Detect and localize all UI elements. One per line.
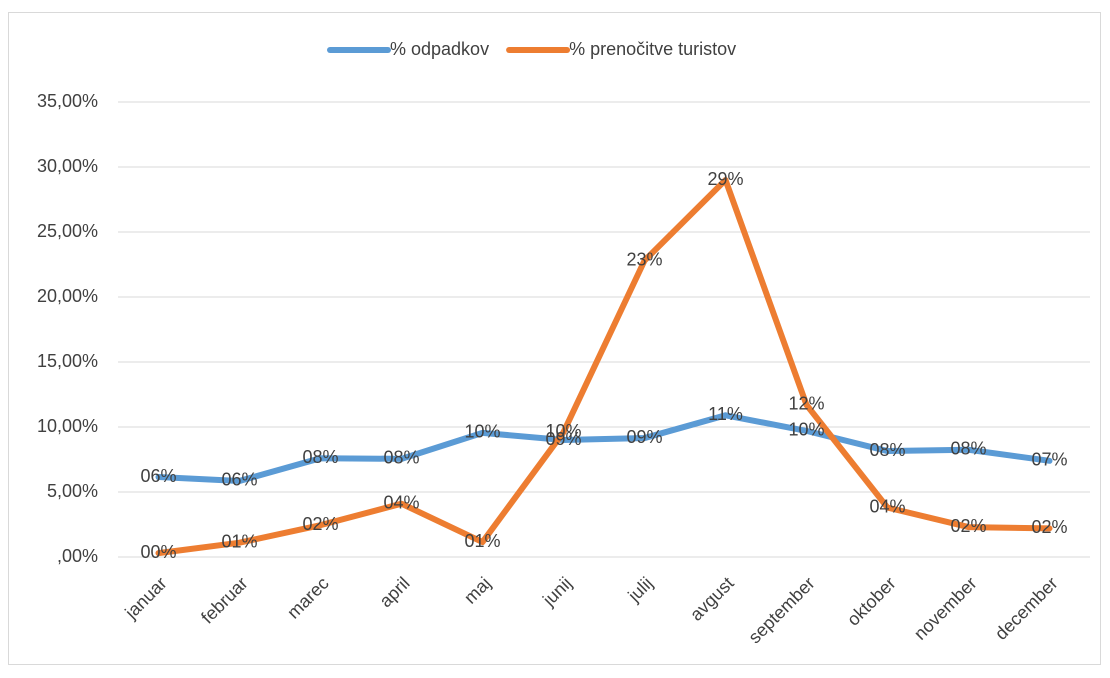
series-line xyxy=(155,177,1053,557)
data-label: 29% xyxy=(707,169,743,189)
data-label: 09% xyxy=(626,427,662,447)
y-tick-label: 25,00% xyxy=(37,221,98,241)
data-label: 08% xyxy=(950,439,986,459)
data-label: 08% xyxy=(869,440,905,460)
data-label: 00% xyxy=(140,542,176,562)
data-label: 08% xyxy=(302,447,338,467)
data-label: 02% xyxy=(1031,517,1067,537)
y-tick-label: 10,00% xyxy=(37,416,98,436)
data-label: 01% xyxy=(221,531,257,551)
data-label: 11% xyxy=(708,404,743,424)
data-label: 01% xyxy=(464,531,500,551)
data-label: 12% xyxy=(788,394,824,414)
y-tick-label: 30,00% xyxy=(37,156,98,176)
y-tick-label: 5,00% xyxy=(47,481,98,501)
y-tick-label: 35,00% xyxy=(37,91,98,111)
data-label: 10% xyxy=(788,420,824,440)
data-label: 04% xyxy=(383,492,419,512)
data-label: 10% xyxy=(464,422,500,442)
data-label: 23% xyxy=(626,249,662,269)
series-line xyxy=(155,412,1053,484)
y-tick-label: 15,00% xyxy=(37,351,98,371)
data-label: 10% xyxy=(545,421,581,441)
legend-label: % prenočitve turistov xyxy=(569,39,736,59)
data-label: 09% xyxy=(545,429,581,449)
chart-border xyxy=(8,12,1101,665)
legend-label: % odpadkov xyxy=(390,39,489,59)
data-label: 06% xyxy=(140,466,176,486)
data-label: 08% xyxy=(383,448,419,468)
data-label: 06% xyxy=(221,470,257,490)
y-tick-label: ,00% xyxy=(57,546,98,566)
y-tick-label: 20,00% xyxy=(37,286,98,306)
data-label: 02% xyxy=(302,514,338,534)
data-label: 02% xyxy=(950,516,986,536)
data-label: 04% xyxy=(869,496,905,516)
data-label: 07% xyxy=(1031,450,1067,470)
